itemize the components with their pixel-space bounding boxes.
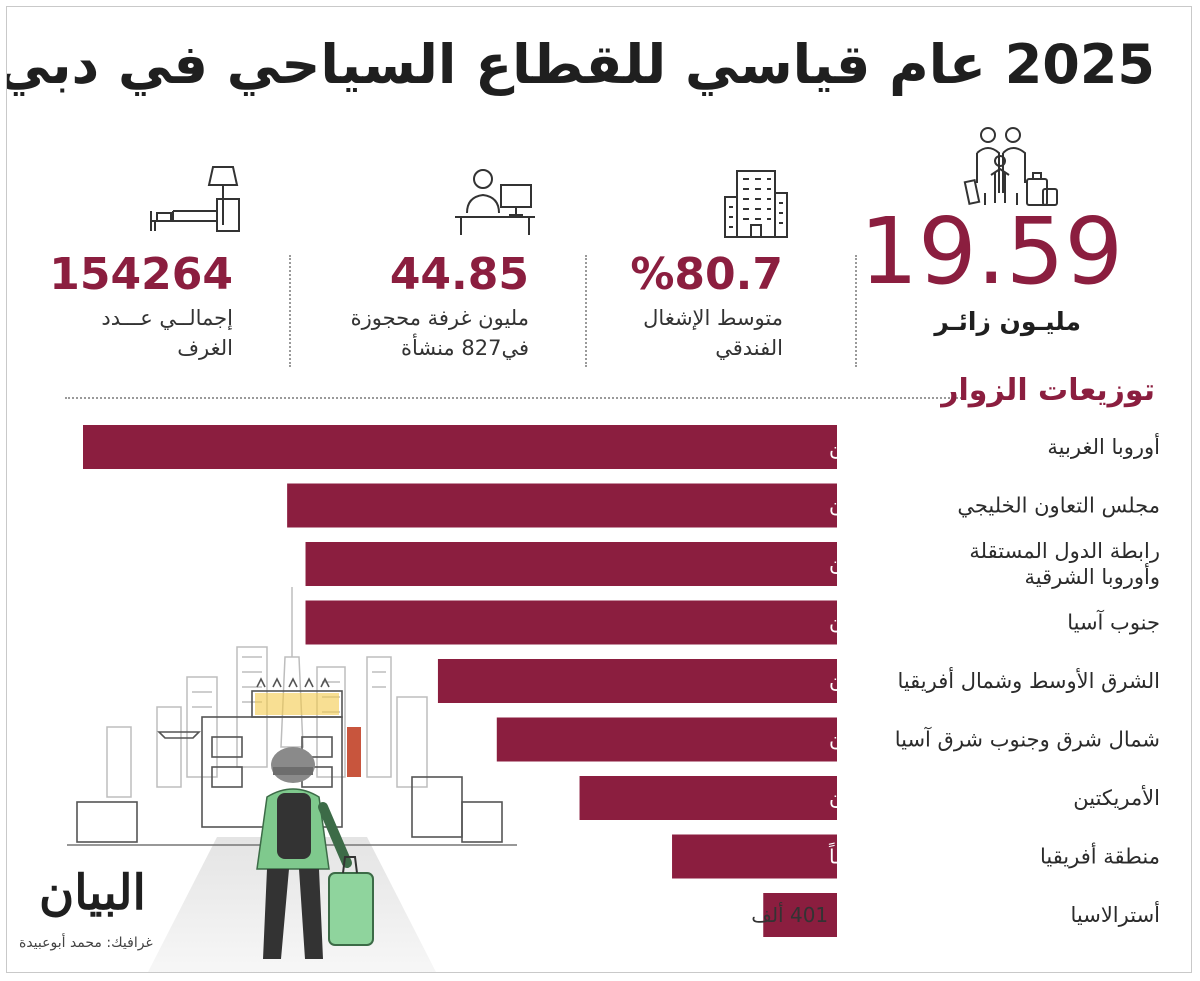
occupancy-value: %80.7 — [630, 249, 783, 300]
category-label-1-0: مجلس التعاون الخليجي — [957, 494, 1160, 518]
bar-value-label-1: 2.99 مليون — [829, 494, 928, 518]
category-label-8-0: أسترالاسيا — [1071, 901, 1161, 927]
bar-3 — [305, 600, 837, 645]
bar-1 — [287, 483, 837, 528]
page-title: 2025 عام قياسي للقطاع السياحي في دبي — [6, 33, 1155, 96]
bar-value-label-5: 1.85 مليون — [829, 728, 928, 752]
category-label-2-1: وأوروبا الشرقية — [1024, 563, 1160, 589]
bar-4 — [437, 659, 837, 703]
total-rooms-label-line1: إجمالــي عـــدد — [101, 306, 233, 330]
bar-value-label-3: 2.89 مليون — [829, 611, 928, 635]
bar-value-label-6: 1.4 مليون — [829, 786, 916, 810]
stat-divider — [855, 255, 857, 367]
booked-rooms-label-line2: في827 منشأة — [400, 336, 529, 360]
infographic: 2025 عام قياسي للقطاع السياحي في دبي — [6, 6, 1192, 973]
total-rooms-label-line2: الغرف — [177, 336, 233, 360]
visitors-value: 19.59 — [859, 198, 1123, 305]
stat-divider — [289, 255, 291, 367]
total-rooms-value: 154264 — [49, 249, 233, 300]
occupancy-label-line1: متوسط الإشغال — [643, 306, 783, 330]
category-label-2-0: رابطة الدول المستقلة — [969, 539, 1160, 563]
category-label-7-0: منطقة أفريقيا — [1040, 843, 1160, 869]
category-label-0-0: أوروبا الغربية — [1047, 433, 1160, 459]
family-luggage-icon — [963, 127, 1058, 206]
city-traveler-illustration — [67, 587, 517, 972]
hotel-building-icon — [724, 170, 788, 238]
visitor-distribution-chart: 4.1 ملايين أوروبا الغربية 2.99 مليون مجلس ا… — [83, 425, 1161, 937]
bar-7 — [672, 834, 837, 879]
receptionist-desk-icon — [455, 169, 535, 235]
visitors-label: مليـون زائـر — [934, 307, 1081, 336]
bar-0 — [83, 425, 837, 469]
bar-value-label-2: 2.89 مليون — [829, 552, 928, 576]
bar-value-label-8: 401 ألف — [751, 902, 828, 927]
bar-8 — [763, 893, 837, 937]
bar-2 — [305, 542, 837, 586]
category-label-3-0: جنوب آسيا — [1067, 610, 1160, 635]
graphic-credit: غرافيك: محمد أبوعبيدة — [19, 935, 153, 951]
brand-logo: البيان — [39, 865, 146, 921]
booked-rooms-label-line1: مليون غرفة محجوزة — [350, 306, 529, 330]
stat-divider — [585, 255, 587, 367]
bar-6 — [579, 776, 837, 820]
occupancy-label-line2: الفندقي — [715, 336, 783, 360]
category-label-4-0: الشرق الأوسط وشمال أفريقيا — [897, 667, 1160, 693]
bed-lamp-icon — [150, 166, 240, 232]
bar-value-label-4: 2.17 مليون — [829, 669, 928, 693]
bar-value-label-0: 4.1 ملايين — [829, 435, 917, 459]
section-title: توزيعات الزوار — [941, 373, 1155, 408]
section-divider — [65, 397, 965, 399]
bar-value-label-7: 897 ألفاً — [829, 842, 902, 868]
category-label-6-0: الأمريكتين — [1073, 785, 1160, 810]
category-label-5-0: شمال شرق وجنوب شرق آسيا — [895, 727, 1160, 752]
booked-rooms-value: 44.85 — [389, 249, 529, 300]
bar-5 — [496, 717, 837, 762]
